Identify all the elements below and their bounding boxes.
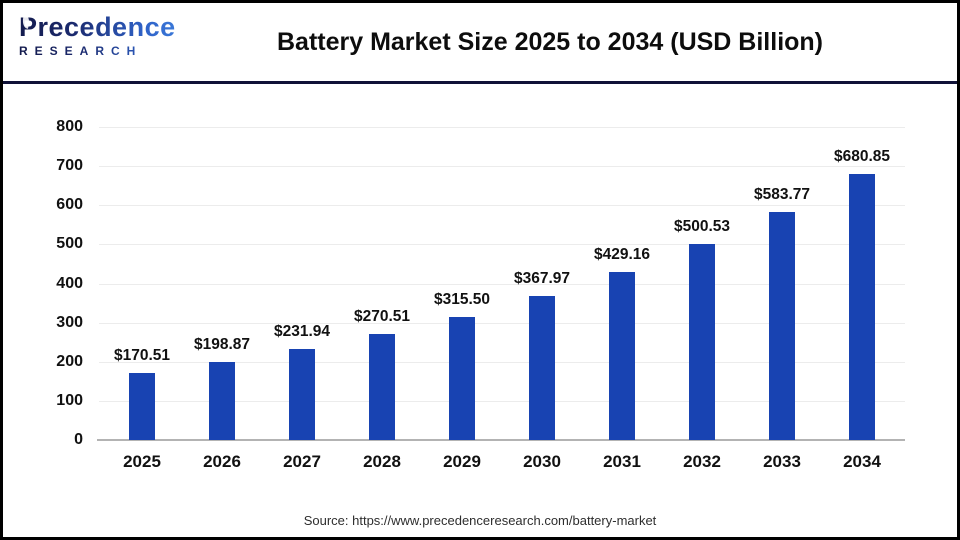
y-tick-label: 200 [56,352,83,370]
y-tick-label: 500 [56,235,83,253]
bar-2025 [129,373,155,440]
bar-2033 [769,211,795,440]
gridline [99,244,905,246]
source-line: Source: https://www.precedenceresearch.c… [303,513,657,528]
bar-2027 [289,349,315,440]
x-tick-label: 2031 [603,452,641,471]
bar-2032 [689,244,715,440]
gridline [99,127,905,128]
bar-2030 [529,296,555,440]
bar-value-label: $680.85 [833,147,891,165]
x-tick-label: 2026 [203,452,241,471]
header: Precedence RESEARCH Battery Market Size … [3,3,957,84]
bar-value-label: $198.87 [193,336,251,354]
y-tick-label: 800 [56,118,83,135]
bar-value-label: $170.51 [113,347,171,365]
y-tick-label: 0 [74,431,83,448]
y-tick-label: 100 [56,391,83,409]
y-tick-label: 400 [56,274,83,292]
x-axis-line [97,439,905,441]
y-tick-label: 600 [56,196,83,214]
x-tick-label: 2033 [763,452,801,471]
gridline [99,166,905,168]
bar-value-label: $270.51 [353,308,411,326]
x-tick-label: 2032 [683,452,721,471]
bar-value-label: $315.50 [433,290,491,308]
gridline [99,400,905,402]
gridline [99,322,905,324]
plot-area: $170.51 2025 $198.87 2026 $231.94 2027 $270.51… [97,127,905,471]
precedence-research-logo: Precedence RESEARCH [19,12,176,58]
bar-2029 [449,316,475,440]
x-tick-label: 2029 [443,452,481,471]
bar-value-label: $429.16 [593,246,651,264]
gridline [99,205,905,207]
x-tick-label: 2025 [123,452,161,471]
y-axis-labels: 0 100 200 300 400 500 600 700 800 [3,118,83,448]
bar-2028 [369,334,395,440]
bar-2034 [849,173,875,440]
bar-value-label: $500.53 [673,218,731,236]
bar-2026 [209,362,235,440]
x-tick-label: 2027 [283,452,321,471]
gridline [99,361,905,363]
logo-wordmark: Precedence [19,12,176,42]
y-tick-label: 700 [56,157,83,175]
x-tick-label: 2034 [843,452,881,471]
logo-subtitle: RESEARCH [19,45,176,57]
x-tick-label: 2030 [523,452,561,471]
y-tick-label: 300 [56,313,83,331]
bar-value-label: $367.97 [513,270,571,288]
page-title: Battery Market Size 2025 to 2034 (USD Bi… [276,28,824,56]
gridline [99,283,905,285]
bar-value-label: $583.77 [753,185,811,203]
bar-value-label: $231.94 [273,323,331,341]
x-tick-label: 2028 [363,452,401,471]
bar-2031 [609,272,635,440]
